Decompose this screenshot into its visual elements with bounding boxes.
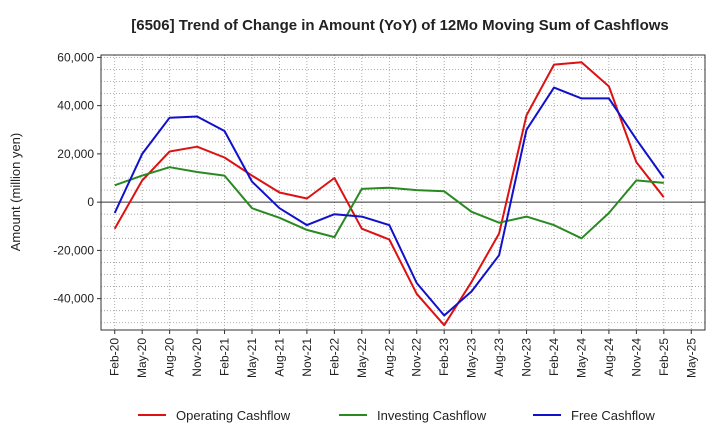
y-tick-label: -20,000	[53, 243, 94, 257]
y-axis-label: Amount (million yen)	[8, 133, 23, 252]
x-tick-label: May-23	[465, 338, 479, 378]
x-tick-label: May-24	[574, 338, 588, 378]
x-tick-label: May-20	[135, 338, 149, 378]
x-tick-label: Aug-22	[382, 338, 396, 377]
grid-lines	[101, 55, 705, 330]
x-tick-label: Nov-23	[520, 338, 534, 377]
x-axis-ticks: Feb-20 May-20 Aug-20 Nov-20 Feb-21 May-21 Aug-…	[108, 330, 698, 378]
legend: Operating Cashflow Investing Cashflow Free…	[138, 408, 655, 423]
x-tick-label: May-22	[355, 338, 369, 378]
x-tick-label: Nov-21	[300, 338, 314, 377]
legend-label: Free Cashflow	[571, 408, 655, 423]
x-tick-label: Feb-25	[657, 338, 671, 376]
x-tick-label: Aug-20	[163, 338, 177, 377]
x-tick-label: Aug-23	[492, 338, 506, 377]
plot-frame	[100, 54, 706, 331]
x-tick-label: May-21	[245, 338, 259, 378]
x-tick-label: Feb-22	[327, 338, 341, 376]
x-tick-label: Aug-24	[602, 338, 616, 377]
y-tick-label: 60,000	[57, 50, 94, 64]
x-tick-label: Feb-21	[218, 338, 232, 376]
x-tick-label: Feb-24	[547, 338, 561, 376]
legend-label: Operating Cashflow	[176, 408, 291, 423]
x-tick-label: Feb-20	[108, 338, 122, 376]
series-group	[113, 61, 665, 327]
x-tick-label: Feb-23	[437, 338, 451, 376]
x-tick-label: Nov-20	[190, 338, 204, 377]
x-tick-label: May-25	[684, 338, 698, 378]
y-tick-label: -40,000	[53, 292, 94, 306]
series-line-operating-cashflow	[113, 61, 665, 327]
series-line-investing-cashflow	[114, 166, 664, 240]
x-tick-label: Nov-24	[629, 338, 643, 377]
y-tick-label: 40,000	[57, 99, 94, 113]
series-line-free-cashflow	[113, 86, 665, 317]
plot-area	[101, 55, 705, 330]
y-axis-ticks: 60,000 40,000 20,000 0 -20,000 -40,000	[53, 50, 101, 306]
legend-label: Investing Cashflow	[377, 408, 487, 423]
chart-title: [6506] Trend of Change in Amount (YoY) o…	[131, 17, 669, 34]
y-tick-label: 0	[87, 195, 94, 209]
y-tick-label: 20,000	[57, 147, 94, 161]
x-tick-label: Nov-22	[410, 338, 424, 377]
x-tick-label: Aug-21	[272, 338, 286, 377]
